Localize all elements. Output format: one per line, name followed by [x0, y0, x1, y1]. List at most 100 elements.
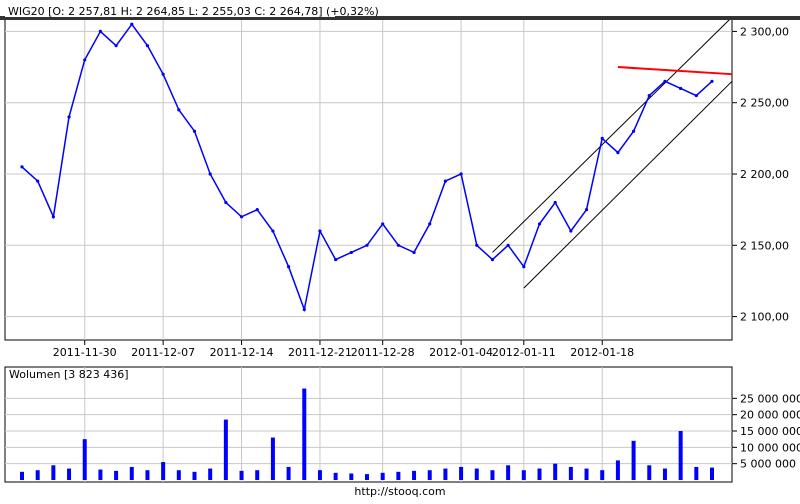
volume-bar: [553, 463, 558, 480]
price-point: [114, 44, 118, 48]
volume-bar: [223, 419, 228, 480]
price-trendlines: [492, 16, 733, 289]
price-point: [224, 200, 228, 205]
price-point: [412, 250, 416, 255]
volume-bar: [647, 465, 652, 480]
trendline-channel-lower: [523, 80, 733, 289]
price-point: [318, 229, 322, 233]
price-point: [302, 307, 306, 312]
x-tick-label: 2011-11-30: [53, 346, 117, 359]
price-point: [647, 93, 651, 98]
price-ytick-label: 2 150,00: [740, 239, 789, 252]
volume-bar: [98, 469, 103, 480]
price-point: [286, 265, 291, 269]
volume-bar: [396, 471, 401, 480]
price-point: [349, 250, 353, 255]
footer-url[interactable]: http://stooq.com: [354, 485, 445, 498]
price-point: [271, 229, 275, 233]
price-point: [631, 129, 636, 133]
volume-grid: [5, 367, 732, 482]
volume-bar: [51, 465, 56, 480]
price-point: [36, 179, 40, 183]
volume-bar: [349, 473, 354, 480]
price-point: [208, 172, 212, 176]
price-point: [177, 108, 181, 112]
price-point: [20, 165, 24, 169]
volume-bar: [333, 472, 338, 480]
volume-bar: [678, 431, 683, 480]
volume-bar: [114, 470, 119, 480]
volume-bar: [365, 474, 369, 480]
price-y-axis: 2 300,00 2 250,00 2 200,00 2 150,00 2 100,00: [732, 25, 789, 324]
volume-bar: [255, 470, 260, 480]
volume-bar: [129, 466, 134, 480]
volume-bar: [286, 466, 291, 480]
price-panel: [4, 17, 733, 341]
price-point: [663, 79, 667, 83]
volume-bar: [474, 468, 479, 480]
price-ytick-label: 2 300,00: [740, 25, 789, 38]
price-point: [396, 243, 400, 247]
volume-ytick-label: 20 000 000: [740, 409, 800, 422]
price-point: [522, 265, 526, 269]
price-ytick-label: 2 200,00: [740, 168, 789, 181]
volume-bar: [82, 439, 87, 480]
price-point: [506, 243, 510, 247]
volume-bar: [710, 467, 714, 480]
x-axis: 2011-11-30 2011-12-07 2011-12-14 2011-12-21…: [53, 340, 634, 359]
price-plot: [20, 22, 714, 313]
volume-plot: [20, 388, 714, 480]
price-point: [584, 208, 589, 212]
volume-bar: [506, 465, 511, 480]
price-point: [679, 86, 683, 91]
volume-panel: [4, 366, 733, 483]
volume-bar: [662, 468, 667, 480]
volume-bar: [380, 472, 385, 480]
volume-y-axis: 25 000 000 20 000 000 15 000 000 10 000 000…: [732, 392, 800, 471]
volume-bar: [631, 440, 636, 480]
price-point: [475, 243, 479, 247]
volume-bar: [443, 468, 448, 480]
volume-bar: [317, 470, 322, 480]
volume-ytick-label: 10 000 000: [740, 441, 800, 454]
price-point: [490, 257, 495, 262]
volume-bar: [600, 470, 605, 480]
x-tick-label: 2011-12-07: [131, 346, 195, 359]
x-tick-label: 2012-01-04: [429, 346, 493, 359]
volume-title: Wolumen [3 823 436]: [9, 368, 129, 381]
volume-bar: [161, 462, 166, 480]
price-point: [51, 215, 55, 219]
volume-bar: [192, 471, 197, 480]
price-title: WIG20 [O: 2 257,81 H: 2 264,85 L: 2 255,…: [8, 5, 379, 18]
price-point: [616, 151, 620, 155]
volume-bar: [568, 466, 573, 480]
trendline-resistance: [617, 66, 733, 76]
volume-ytick-label: 25 000 000: [740, 392, 800, 405]
x-tick-label: 2011-12-28: [351, 346, 415, 359]
price-point: [192, 129, 197, 133]
price-ytick-label: 2 100,00: [740, 311, 789, 324]
price-point: [428, 222, 432, 226]
trendline-channel-upper: [492, 16, 733, 253]
volume-bar: [35, 470, 40, 480]
volume-bar: [615, 460, 620, 480]
volume-bar: [490, 470, 495, 480]
price-point: [443, 179, 448, 183]
volume-bar: [694, 466, 699, 480]
volume-bar: [176, 470, 181, 480]
price-point: [83, 58, 87, 62]
price-point: [365, 243, 369, 247]
price-point: [145, 44, 150, 48]
price-point: [459, 172, 463, 176]
volume-bar: [427, 470, 432, 480]
volume-bar: [270, 437, 275, 480]
volume-bar: [20, 471, 24, 480]
x-tick-label: 2012-01-11: [492, 346, 556, 359]
volume-bar: [302, 388, 307, 480]
price-point: [334, 257, 338, 262]
price-point: [569, 229, 573, 233]
volume-bar: [537, 468, 542, 480]
volume-bar: [412, 470, 417, 480]
